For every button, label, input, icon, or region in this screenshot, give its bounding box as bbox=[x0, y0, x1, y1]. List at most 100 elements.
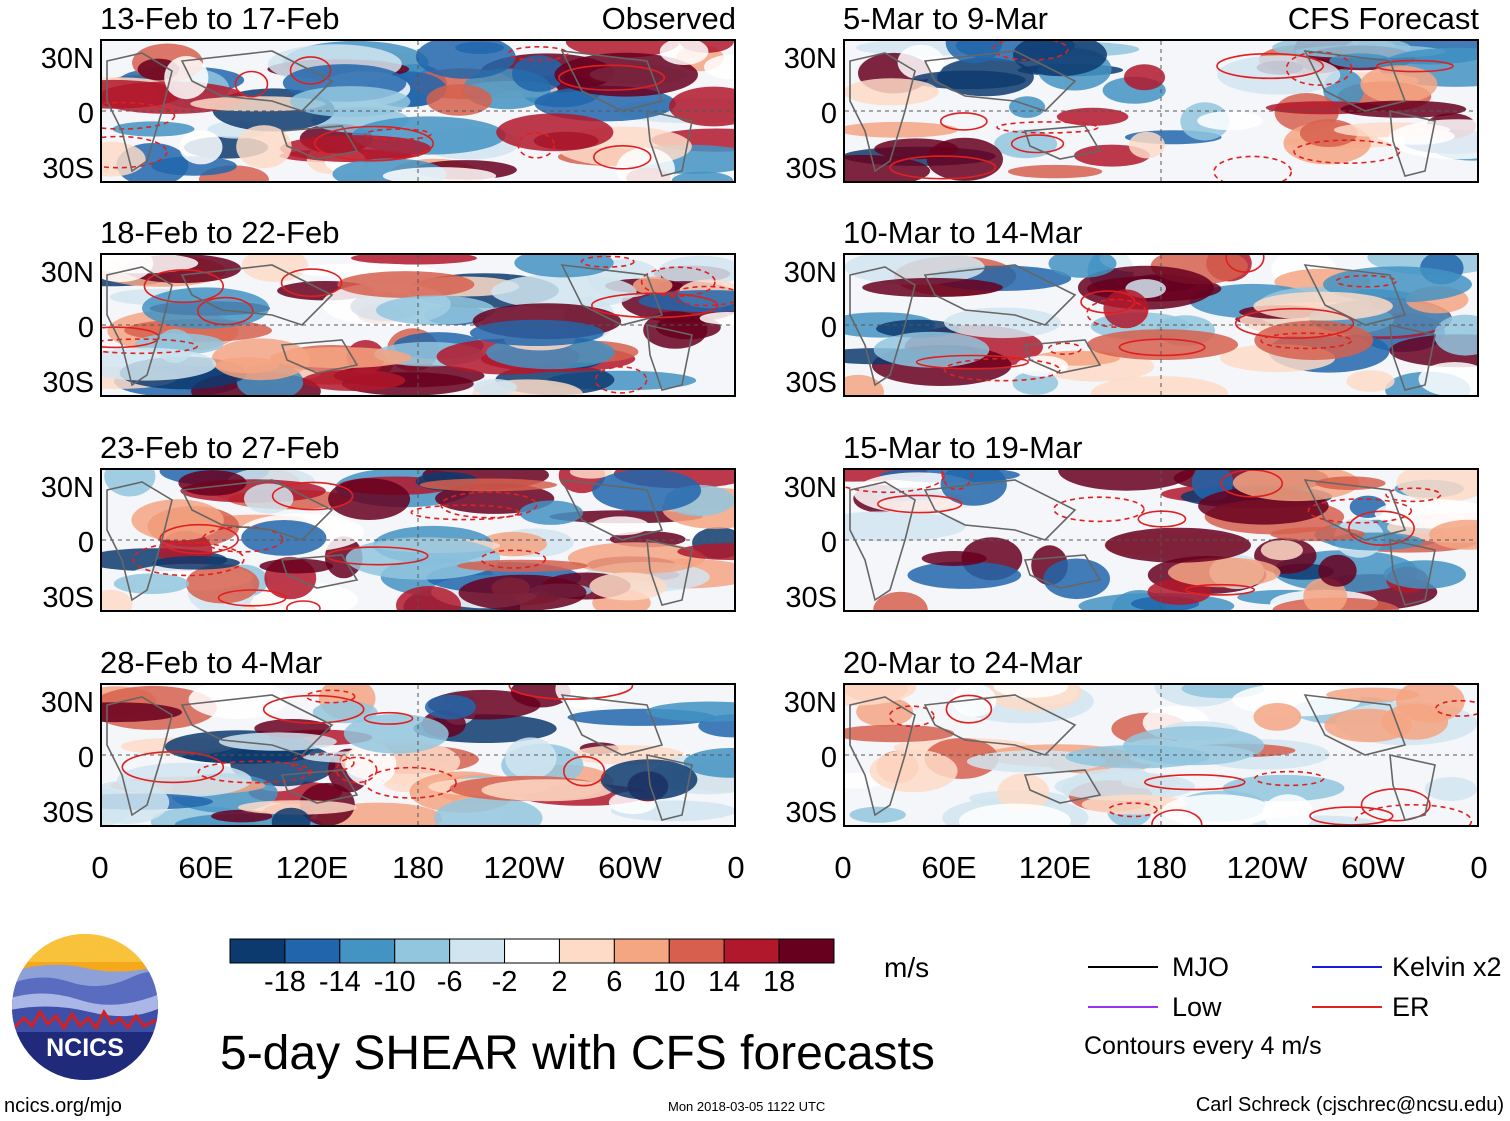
colorbar-swatch bbox=[504, 938, 560, 964]
shear-anomaly-blob bbox=[152, 556, 240, 570]
er-contour bbox=[290, 753, 355, 773]
shear-anomaly-blob bbox=[382, 167, 497, 181]
shear-map-panel bbox=[843, 683, 1479, 827]
shear-anomaly-blob bbox=[337, 271, 475, 298]
coastline bbox=[1389, 323, 1436, 391]
shear-anomaly-blob bbox=[1424, 777, 1477, 801]
shear-anomaly-blob bbox=[496, 113, 614, 152]
shear-anomaly-blob bbox=[1012, 371, 1059, 395]
er-contour bbox=[364, 766, 457, 799]
shear-anomaly-blob bbox=[1254, 320, 1374, 360]
shear-anomaly-blob bbox=[554, 52, 698, 97]
er-contour bbox=[889, 155, 997, 180]
colorbar-swatch bbox=[778, 938, 835, 964]
observed-label: Observed bbox=[601, 1, 736, 36]
shear-anomaly-blob bbox=[1434, 314, 1477, 356]
ncics-logo[interactable]: NCICS bbox=[10, 932, 160, 1082]
shear-anomaly-blob bbox=[1048, 255, 1117, 278]
er-contour bbox=[102, 338, 198, 355]
shear-anomaly-blob bbox=[479, 531, 547, 557]
author-credit: Carl Schreck (cjschrec@ncsu.edu) bbox=[1195, 1094, 1504, 1116]
er-contour bbox=[159, 523, 239, 555]
shear-anomaly-blob bbox=[164, 56, 209, 100]
shear-anomaly-blob bbox=[638, 290, 734, 313]
site-link[interactable]: ncics.org/mjo bbox=[4, 1095, 122, 1117]
longitude-tick-label: 120E bbox=[1018, 850, 1092, 885]
shear-anomaly-blob bbox=[1090, 376, 1228, 395]
coastline bbox=[849, 52, 916, 173]
er-contour bbox=[314, 125, 435, 162]
latitude-tick-label: 30N bbox=[783, 43, 837, 75]
latitude-tick-label: 0 bbox=[820, 98, 837, 130]
er-contour bbox=[1216, 52, 1324, 80]
coastline bbox=[106, 696, 173, 817]
er-contour bbox=[1151, 809, 1203, 825]
shear-anomaly-blob bbox=[473, 379, 517, 395]
er-contour bbox=[640, 266, 716, 298]
latitude-tick-label: 30N bbox=[783, 257, 837, 289]
colorbar-swatch bbox=[449, 938, 506, 964]
shear-anomaly-blob bbox=[102, 347, 217, 381]
longitude-tick-label: 180 bbox=[1135, 850, 1187, 885]
shear-map-panel bbox=[100, 683, 736, 827]
shear-anomaly-blob bbox=[952, 685, 997, 717]
coastline bbox=[560, 264, 664, 326]
shear-anomaly-blob bbox=[1340, 100, 1467, 118]
shear-anomaly-blob bbox=[290, 86, 411, 118]
shear-anomaly-blob bbox=[1260, 540, 1303, 561]
colorbar-tick-label: -14 bbox=[318, 966, 361, 998]
colorbar-swatch bbox=[668, 938, 725, 964]
shear-anomaly-blob bbox=[505, 737, 557, 779]
er-contour bbox=[945, 694, 993, 724]
shear-anomaly-blob bbox=[219, 732, 337, 751]
panel-period-title: 15-Mar to 19-Mar bbox=[843, 430, 1083, 465]
panel-period-title: 28-Feb to 4-Mar bbox=[100, 645, 323, 680]
er-contour bbox=[508, 685, 634, 700]
shear-anomaly-blob bbox=[142, 287, 270, 329]
shear-anomaly-blob bbox=[591, 516, 650, 536]
shear-anomaly-blob bbox=[1346, 370, 1395, 392]
coastline bbox=[106, 266, 173, 387]
er-contour bbox=[480, 549, 547, 569]
colorbar-tick-label: 2 bbox=[551, 966, 568, 998]
longitude-tick-label: 120E bbox=[275, 850, 349, 885]
er-contour bbox=[1348, 510, 1415, 546]
shear-anomaly-blob bbox=[1222, 774, 1345, 802]
shear-anomaly-blob bbox=[1374, 499, 1477, 529]
shear-anomaly-blob bbox=[1147, 578, 1212, 605]
shear-anomaly-blob bbox=[237, 800, 357, 815]
latitude-tick-label: 30S bbox=[785, 153, 837, 185]
er-contour bbox=[1293, 139, 1401, 164]
shear-anomaly-blob bbox=[1318, 554, 1357, 587]
shear-anomaly-blob bbox=[113, 573, 189, 594]
colorbar-swatch bbox=[284, 938, 341, 964]
coastline bbox=[280, 554, 359, 589]
shear-anomaly-blob bbox=[1387, 119, 1477, 160]
shear-anomaly-blob bbox=[1123, 64, 1166, 91]
coastline bbox=[923, 50, 1077, 112]
longitude-tick-label: 60E bbox=[178, 850, 234, 885]
er-contour bbox=[915, 354, 1030, 370]
shear-anomaly-blob bbox=[845, 78, 939, 106]
er-contour bbox=[943, 357, 1061, 382]
coastline bbox=[1303, 50, 1407, 112]
shear-anomaly-blob bbox=[997, 773, 1050, 812]
shear-anomaly-blob bbox=[178, 470, 247, 496]
contour-interval-note: Contours every 4 m/s bbox=[1084, 1032, 1322, 1060]
shear-anomaly-blob bbox=[491, 273, 637, 310]
shear-anomaly-blob bbox=[1058, 470, 1195, 491]
shear-anomaly-blob bbox=[102, 255, 154, 282]
coastline bbox=[1303, 264, 1407, 326]
er-contour bbox=[992, 41, 1069, 61]
shear-map-panel bbox=[100, 468, 736, 612]
coastline bbox=[1389, 753, 1436, 821]
shear-anomaly-blob bbox=[1128, 131, 1165, 159]
coastline bbox=[1389, 538, 1436, 606]
shear-anomaly-blob bbox=[271, 807, 311, 825]
shear-anomaly-blob bbox=[1262, 794, 1314, 825]
shear-anomaly-blob bbox=[869, 749, 958, 793]
latitude-tick-label: 30S bbox=[42, 582, 94, 614]
shear-anomaly-blob bbox=[1232, 470, 1360, 502]
colorbar-tick-label: 14 bbox=[708, 966, 741, 998]
er-contour bbox=[558, 64, 666, 91]
